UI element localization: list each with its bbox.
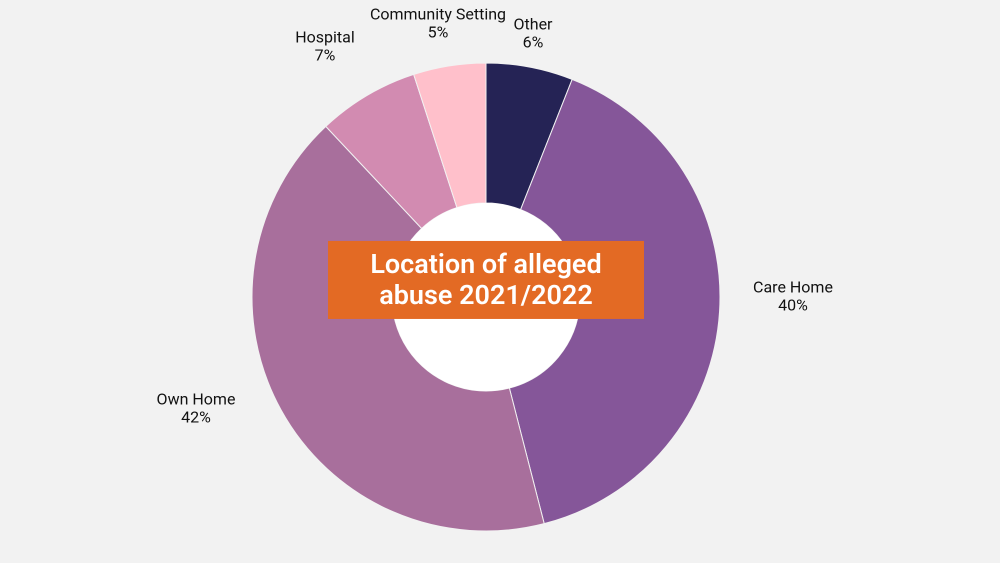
slice-label: Other6%: [514, 16, 553, 53]
slice-label-name: Community Setting: [370, 6, 506, 24]
slice-label-name: Hospital: [295, 29, 355, 47]
slice-label-pct: 42%: [157, 409, 236, 427]
slice-label: Community Setting5%: [370, 6, 506, 43]
slice-label-pct: 7%: [295, 47, 355, 65]
slice-label-pct: 5%: [370, 24, 506, 42]
slice-label-name: Other: [514, 16, 553, 34]
chart-center-title: Location of alleged abuse 2021/2022: [328, 241, 644, 319]
chart-stage: Location of alleged abuse 2021/2022 Othe…: [0, 0, 1000, 563]
slice-label-name: Own Home: [157, 391, 236, 409]
slice-label: Care Home40%: [753, 279, 833, 316]
slice-label-name: Care Home: [753, 279, 833, 297]
slice-label: Own Home42%: [157, 391, 236, 428]
slice-label-pct: 40%: [753, 297, 833, 315]
slice-label-pct: 6%: [514, 34, 553, 52]
slice-label: Hospital7%: [295, 29, 355, 66]
